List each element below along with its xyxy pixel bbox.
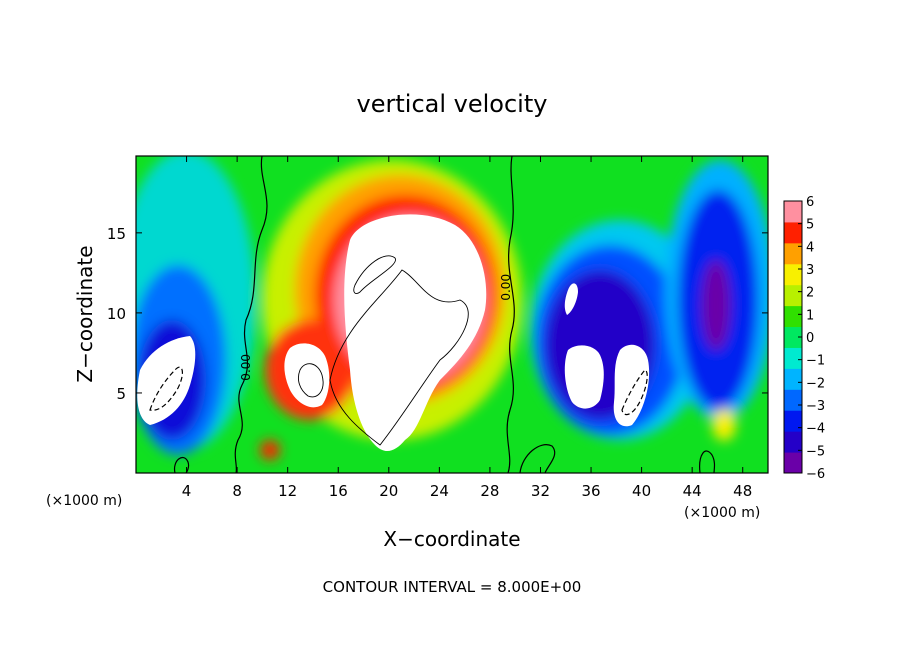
contour-bottom-c	[699, 450, 716, 473]
x-unit-left: (×1000 m)	[46, 493, 122, 509]
colorbar-tick-label: −4	[806, 422, 825, 437]
x-tick-label: 36	[581, 482, 600, 500]
x-tick-label: 16	[329, 482, 348, 500]
saturated-right-c	[564, 283, 578, 315]
colorbar-tick-label: 4	[806, 240, 814, 255]
colorbar-tick-label: −6	[806, 467, 825, 482]
colorbar-tick-label: 3	[806, 263, 814, 278]
colorbar: 6 5 4 3 2 1 0 −1 −2 −3 −4 −5 −6	[783, 195, 825, 482]
saturated-central	[344, 214, 487, 452]
contour-zero-right	[506, 156, 515, 473]
colorbar-swatch	[784, 368, 802, 390]
colorbar-swatch	[784, 284, 802, 307]
colorbar-tick-label: −3	[806, 399, 825, 414]
y-axis-label: Z−coordinate	[73, 245, 97, 382]
contour-dashed-right	[621, 369, 648, 416]
x-tick-label: 48	[733, 482, 752, 500]
colorbar-tick-label: −5	[806, 444, 825, 459]
contour-inner-c	[297, 363, 324, 398]
contour-dashed-left	[149, 366, 184, 411]
x-tick-label: 44	[683, 482, 702, 500]
colorbar-swatch	[784, 410, 802, 432]
colorbar-tick-label: 1	[806, 308, 814, 323]
chart-title: vertical velocity	[357, 90, 548, 118]
x-tick-label: 20	[379, 482, 398, 500]
y-tick-label: 5	[116, 385, 126, 403]
field-red-small	[260, 440, 280, 460]
contour-label: 0.00	[239, 354, 253, 381]
x-tick-label: 12	[278, 482, 297, 500]
colorbar-tick-label: 2	[806, 286, 814, 301]
y-tick-label: 10	[107, 305, 126, 323]
contour-label-group: 0.00 0.00	[239, 274, 513, 381]
colorbar-swatch	[784, 263, 802, 286]
x-tick-label: 32	[531, 482, 550, 500]
contour-label: 0.00	[499, 274, 513, 301]
saturated-right-b	[613, 344, 650, 427]
field-yellow-small	[712, 409, 736, 441]
colorbar-tick-label: 6	[806, 195, 814, 210]
contour-bottom-b	[519, 444, 556, 473]
saturated-regions	[137, 214, 650, 452]
colorbar-tick-label: 5	[806, 218, 814, 233]
colorbar-tick-label: −2	[806, 376, 825, 391]
colorbar-swatch	[784, 201, 802, 223]
x-tick-label: 40	[632, 482, 651, 500]
x-axis-label: X−coordinate	[383, 527, 520, 551]
contour-zero-left	[234, 156, 268, 473]
y-tick-label: 15	[107, 225, 126, 243]
colorbar-swatch	[784, 389, 802, 411]
colorbar-swatch	[784, 305, 802, 328]
contour-inner-b	[329, 269, 469, 446]
colorbar-swatch	[784, 452, 802, 474]
colorbar-swatch	[784, 242, 802, 265]
contour-interval-label: CONTOUR INTERVAL = 8.000E+00	[323, 578, 582, 596]
colorbar-tick-label: −1	[806, 354, 825, 369]
colorbar-swatch	[784, 221, 802, 244]
x-unit-right: (×1000 m)	[684, 505, 760, 521]
x-axis: 4 8 12 16 20 24 28 32 36 40 44 48	[182, 156, 752, 500]
contour-inner-a	[353, 255, 396, 295]
colorbar-tick-label: 0	[806, 331, 814, 346]
y-axis: 5 10 15	[107, 225, 768, 403]
x-tick-label: 4	[182, 482, 192, 500]
saturated-right-a	[564, 345, 604, 409]
saturated-left-lobe	[284, 343, 330, 408]
colorbar-swatch	[784, 326, 802, 348]
colorbar-swatch	[784, 431, 802, 453]
plot-frame	[135, 155, 769, 474]
field-purple-far-right	[702, 260, 730, 350]
x-tick-label: 8	[232, 482, 242, 500]
colorbar-swatch	[784, 347, 802, 369]
plot-area: 0.00 0.00	[136, 156, 768, 473]
x-tick-label: 28	[480, 482, 499, 500]
x-tick-label: 24	[430, 482, 449, 500]
